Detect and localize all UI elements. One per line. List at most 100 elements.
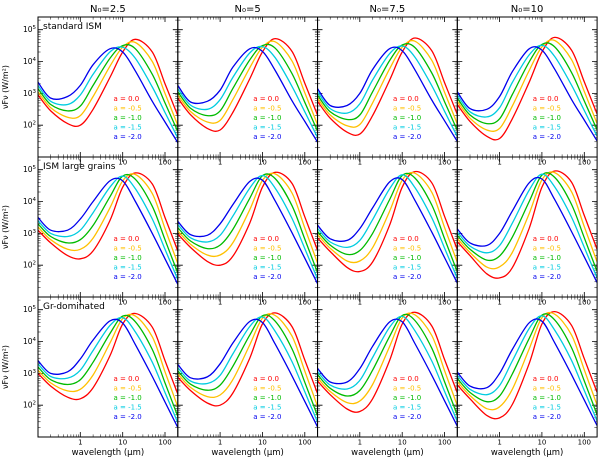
sed-curve-a-1 xyxy=(317,172,458,273)
legend-entry: a = 0.0 xyxy=(393,375,419,383)
sed-curve-a0 xyxy=(457,310,598,420)
x-axis-title: wavelength (μm) xyxy=(491,448,564,458)
curves-group xyxy=(38,38,178,144)
panel-legend: a = 0.0 a = -0.5a = -1.0 a = -1.5a = -2.0 xyxy=(114,235,142,281)
panel-legend: a = 0.0 a = -0.5a = -1.0 a = -1.5a = -2.0 xyxy=(533,95,561,141)
curves-group xyxy=(177,171,318,284)
panel-frame xyxy=(177,16,319,158)
legend-entry: a = -2.0 xyxy=(393,413,421,421)
legend-entry: a = -1.5 xyxy=(253,124,281,132)
panel-legend: a = 0.0 a = -0.5a = -1.0 a = -1.5a = -2.0 xyxy=(253,235,281,281)
sed-curve-a0 xyxy=(38,312,178,401)
sed-curve-a-0.5 xyxy=(177,172,318,264)
sed-curve-a-1.5 xyxy=(177,174,318,280)
sed-curve-a-1.5 xyxy=(177,316,318,423)
legend-entry: a = 0.0 xyxy=(253,235,279,243)
column-title: N₀=7.5 xyxy=(370,4,406,15)
sed-curve-a-2 xyxy=(317,177,458,284)
sed-curve-a-1.5 xyxy=(177,45,318,138)
panel-r1-c1: a = 0.0 a = -0.5a = -1.0 a = -1.5a = -2.0 1… xyxy=(177,156,319,307)
panel-r0-c2: a = 0.0 a = -0.5a = -1.0 a = -1.5a = -2.0 N… xyxy=(317,4,458,167)
legend-entry: a = -0.5 xyxy=(114,105,142,113)
x-axis-title: wavelength (μm) xyxy=(211,448,284,458)
row-label: Gr-dominated xyxy=(43,302,105,312)
x-tick-label: 10 xyxy=(398,439,407,447)
panel-r2-c0: a = 0.0 a = -0.5a = -1.0 a = -1.5a = -2.0 G… xyxy=(1,296,179,458)
panel-r0-c3: a = 0.0 a = -0.5a = -1.0 a = -1.5a = -2.0 N… xyxy=(456,4,598,167)
minor-ticks xyxy=(317,17,458,157)
y-tick-label: 105 xyxy=(23,25,37,34)
panel-legend: a = 0.0 a = -0.5a = -1.0 a = -1.5a = -2.0 xyxy=(114,95,142,141)
sed-curve-a-1.5 xyxy=(317,45,458,137)
x-axis-title: wavelength (μm) xyxy=(351,448,424,458)
legend-entry: a = -0.5 xyxy=(533,385,561,393)
minor-ticks xyxy=(38,157,178,297)
x-tick-label: 10 xyxy=(258,159,267,167)
x-tick-label: 100 xyxy=(298,159,311,167)
curves-group xyxy=(38,172,178,285)
major-ticks xyxy=(38,297,178,437)
legend-entry: a = -0.5 xyxy=(533,245,561,253)
legend-entry: a = -1.0 xyxy=(533,254,561,262)
curves-group xyxy=(457,36,598,142)
sed-curve-a-2 xyxy=(38,47,178,144)
x-tick-label: 10 xyxy=(258,299,267,307)
x-tick-label: 1 xyxy=(78,159,82,167)
legend-entry: a = 0.0 xyxy=(114,235,140,243)
legend-entry: a = -1.5 xyxy=(393,264,421,272)
panel-frame xyxy=(37,16,179,158)
legend-entry: a = -1.5 xyxy=(533,124,561,132)
legend-entry: a = -1.0 xyxy=(393,114,421,122)
y-tick-label: 102 xyxy=(23,121,36,130)
sed-curve-a0 xyxy=(177,312,318,407)
major-ticks xyxy=(317,17,458,157)
legend-entry: a = -1.0 xyxy=(253,254,281,262)
sed-curve-a-1 xyxy=(457,42,598,130)
legend-entry: a = -2.0 xyxy=(253,273,281,281)
legend-entry: a = -1.5 xyxy=(114,124,142,132)
panel-legend: a = 0.0 a = -0.5a = -1.0 a = -1.5a = -2.0 xyxy=(393,235,421,281)
x-tick-label: 10 xyxy=(118,439,127,447)
panel-frame xyxy=(37,156,179,298)
legend-entry: a = -1.0 xyxy=(253,114,281,122)
sed-curve-a-0.5 xyxy=(317,312,458,406)
legend-entry: a = -0.5 xyxy=(253,385,281,393)
legend-entry: a = -2.0 xyxy=(393,273,421,281)
x-tick-label: 10 xyxy=(258,439,267,447)
x-tick-label: 1 xyxy=(358,439,362,447)
sed-curve-a-1 xyxy=(38,173,178,274)
minor-ticks xyxy=(38,297,178,437)
sed-curve-a-2 xyxy=(177,318,318,428)
sed-curve-a-2 xyxy=(457,318,598,426)
major-ticks xyxy=(38,157,178,297)
y-tick-label: 103 xyxy=(23,89,37,98)
curves-group xyxy=(457,310,598,426)
sed-curve-a-1 xyxy=(457,172,598,272)
x-tick-label: 10 xyxy=(118,299,127,307)
panel-legend: a = 0.0 a = -0.5a = -1.0 a = -1.5a = -2.0 xyxy=(393,375,421,421)
curves-group xyxy=(317,170,458,284)
legend-entry: a = -1.5 xyxy=(533,264,561,272)
sed-curve-a-2 xyxy=(317,318,458,427)
sed-curve-a-2 xyxy=(177,46,318,143)
legend-entry: a = -1.0 xyxy=(393,394,421,402)
legend-entry: a = 0.0 xyxy=(253,375,279,383)
y-tick-label: 104 xyxy=(23,337,37,346)
x-tick-label: 1 xyxy=(218,439,222,447)
sed-curve-a0 xyxy=(317,170,458,273)
legend-entry: a = -0.5 xyxy=(533,105,561,113)
legend-entry: a = -0.5 xyxy=(253,245,281,253)
legend-entry: a = -2.0 xyxy=(114,413,142,421)
legend-entry: a = -2.0 xyxy=(253,133,281,141)
x-tick-label: 10 xyxy=(398,159,407,167)
x-tick-label: 100 xyxy=(158,439,171,447)
y-tick-label: 103 xyxy=(23,229,37,238)
sed-curve-a-0.5 xyxy=(38,173,178,264)
minor-ticks xyxy=(177,17,318,157)
panel-r2-c2: a = 0.0 a = -0.5a = -1.0 a = -1.5a = -2.0 1… xyxy=(317,296,458,458)
sed-curve-a-1.5 xyxy=(38,316,178,423)
major-ticks xyxy=(317,297,458,437)
y-axis-title: νFν (W/m²) xyxy=(1,345,10,389)
legend-entry: a = -2.0 xyxy=(533,133,561,141)
